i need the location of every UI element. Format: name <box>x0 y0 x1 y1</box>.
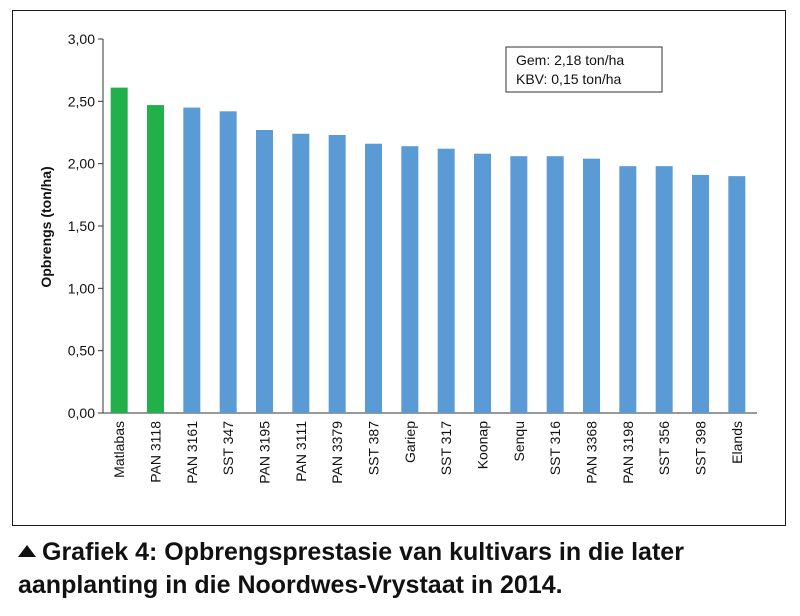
bar <box>728 176 746 413</box>
y-tick-label: 2,00 <box>68 156 95 172</box>
bar <box>583 158 600 413</box>
bar <box>692 174 709 413</box>
y-axis-label: Opbrengs (ton/ha) <box>38 166 54 287</box>
y-tick-label: 0,00 <box>68 405 95 421</box>
x-tick-label: PAN 3368 <box>584 421 600 484</box>
caption-line-1: Grafiek 4: Opbrengsprestasie van kultiva… <box>18 536 788 569</box>
y-tick-label: 1,50 <box>68 218 95 234</box>
x-tick-label: PAN 3118 <box>148 421 164 483</box>
bar <box>546 156 564 414</box>
x-tick-label: SST 398 <box>693 421 709 475</box>
x-tick-label: PAN 3161 <box>184 421 200 484</box>
y-ticks: 0,00 0,50 1,00 1,50 2,00 2,50 3,00 <box>68 31 103 421</box>
x-tick-labels: Matlabas PAN 3118 PAN 3161 SST 347 PAN 3195 P… <box>111 421 745 484</box>
bar <box>655 166 673 413</box>
bar-chart: 0,00 0,50 1,00 1,50 2,00 2,50 3,00 Matlabas PAN… <box>38 31 757 484</box>
x-tick-label: SST 347 <box>220 421 236 475</box>
figure-caption: Grafiek 4: Opbrengsprestasie van kultiva… <box>18 536 788 602</box>
bar <box>401 146 419 414</box>
bar <box>619 166 637 413</box>
bar <box>292 133 310 413</box>
x-tick-label: SST 316 <box>547 421 563 475</box>
x-tick-label: Senqu <box>511 421 527 461</box>
x-tick-label: PAN 3195 <box>257 421 273 484</box>
caption-line-2: aanplanting in die Noordwes-Vrystaat in … <box>18 571 563 599</box>
stats-box-border <box>505 46 663 93</box>
stats-mean: Gem: 2,18 ton/ha <box>516 52 624 68</box>
bar <box>328 134 346 413</box>
x-tick-label: Elands <box>729 421 745 464</box>
bar <box>256 130 273 414</box>
x-tick-label: Koonap <box>475 421 491 469</box>
x-tick-label: PAN 3379 <box>329 421 345 484</box>
bar <box>183 107 201 414</box>
y-tick-label: 2,50 <box>68 93 95 109</box>
stats-cv: KBV: 0,15 ton/ha <box>516 71 622 87</box>
x-tick-label: Gariep <box>402 421 418 463</box>
y-tick-label: 3,00 <box>68 31 95 47</box>
chart-frame: 0,00 0,50 1,00 1,50 2,00 2,50 3,00 Matlabas PAN… <box>12 10 786 526</box>
triangle-icon <box>18 545 36 557</box>
y-tick-label: 1,00 <box>68 280 95 296</box>
y-tick-label: 0,50 <box>68 343 95 359</box>
stats-box: Gem: 2,18 ton/ha KBV: 0,15 ton/ha <box>505 46 663 93</box>
bar <box>437 148 455 413</box>
x-tick-label: PAN 3111 <box>293 421 309 482</box>
x-tick-label: SST 317 <box>438 421 454 475</box>
bar <box>510 156 528 414</box>
bar <box>474 153 491 413</box>
x-tick-label: PAN 3198 <box>620 421 636 484</box>
bar <box>219 111 237 413</box>
bar <box>110 87 128 414</box>
bar <box>147 105 164 413</box>
bars <box>110 87 746 414</box>
x-tick-label: Matlabas <box>111 421 127 478</box>
caption-text-1: Grafiek 4: Opbrengsprestasie van kultiva… <box>42 538 684 566</box>
x-tick-label: SST 356 <box>656 421 672 475</box>
bar <box>365 143 382 413</box>
x-tick-label: SST 387 <box>366 421 382 475</box>
